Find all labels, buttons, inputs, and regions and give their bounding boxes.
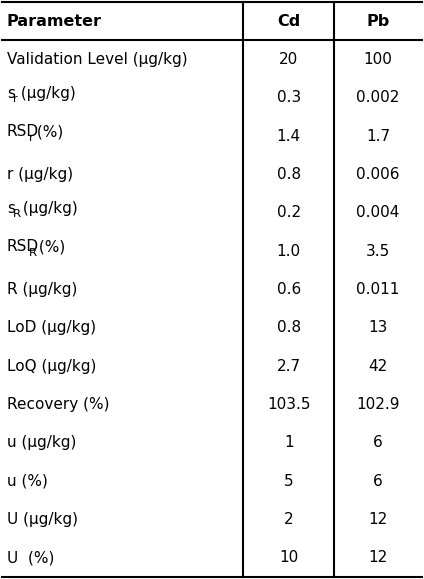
- Text: 0.8: 0.8: [276, 320, 301, 335]
- Text: Recovery (%): Recovery (%): [7, 397, 109, 412]
- Text: RSD: RSD: [7, 124, 39, 139]
- Text: LoD (μg/kg): LoD (μg/kg): [7, 320, 96, 335]
- Text: 103.5: 103.5: [267, 397, 310, 412]
- Text: 42: 42: [368, 358, 388, 373]
- Text: 0.006: 0.006: [356, 167, 400, 182]
- Text: LoQ (μg/kg): LoQ (μg/kg): [7, 358, 96, 373]
- Text: R (μg/kg): R (μg/kg): [7, 282, 77, 297]
- Text: 6: 6: [373, 474, 383, 489]
- Text: r (μg/kg): r (μg/kg): [7, 167, 73, 182]
- Text: Validation Level (μg/kg): Validation Level (μg/kg): [7, 52, 188, 67]
- Text: 0.3: 0.3: [276, 90, 301, 105]
- Text: 0.6: 0.6: [276, 282, 301, 297]
- Text: 12: 12: [368, 550, 388, 565]
- Text: 2: 2: [284, 512, 293, 527]
- Text: (%): (%): [32, 124, 64, 139]
- Text: Cd: Cd: [277, 14, 300, 29]
- Text: 13: 13: [368, 320, 388, 335]
- Text: (μg/kg): (μg/kg): [18, 201, 78, 216]
- Text: 1.0: 1.0: [276, 244, 301, 259]
- Text: 100: 100: [363, 52, 392, 67]
- Text: RSD: RSD: [7, 239, 39, 254]
- Text: 12: 12: [368, 512, 388, 527]
- Text: Parameter: Parameter: [7, 14, 102, 29]
- Text: 1: 1: [284, 435, 293, 450]
- Text: (%): (%): [34, 239, 65, 254]
- Text: R: R: [12, 210, 21, 219]
- Text: r: r: [12, 94, 17, 104]
- Text: 3.5: 3.5: [366, 244, 390, 259]
- Text: r: r: [28, 133, 33, 143]
- Text: 0.004: 0.004: [356, 206, 399, 221]
- Text: 10: 10: [279, 550, 298, 565]
- Text: 6: 6: [373, 435, 383, 450]
- Text: U  (%): U (%): [7, 550, 54, 565]
- Text: (μg/kg): (μg/kg): [16, 86, 76, 101]
- Text: U (μg/kg): U (μg/kg): [7, 512, 78, 527]
- Text: s: s: [7, 86, 15, 101]
- Text: 0.2: 0.2: [276, 206, 301, 221]
- Text: 0.011: 0.011: [356, 282, 399, 297]
- Text: 0.8: 0.8: [276, 167, 301, 182]
- Text: u (μg/kg): u (μg/kg): [7, 435, 76, 450]
- Text: u (%): u (%): [7, 474, 48, 489]
- Text: 102.9: 102.9: [356, 397, 400, 412]
- Text: Pb: Pb: [366, 14, 390, 29]
- Text: R: R: [28, 248, 36, 258]
- Text: 1.7: 1.7: [366, 129, 390, 144]
- Text: 2.7: 2.7: [276, 358, 301, 373]
- Text: 1.4: 1.4: [276, 129, 301, 144]
- Text: s: s: [7, 201, 15, 216]
- Text: 0.002: 0.002: [356, 90, 399, 105]
- Text: 5: 5: [284, 474, 293, 489]
- Text: 20: 20: [279, 52, 298, 67]
